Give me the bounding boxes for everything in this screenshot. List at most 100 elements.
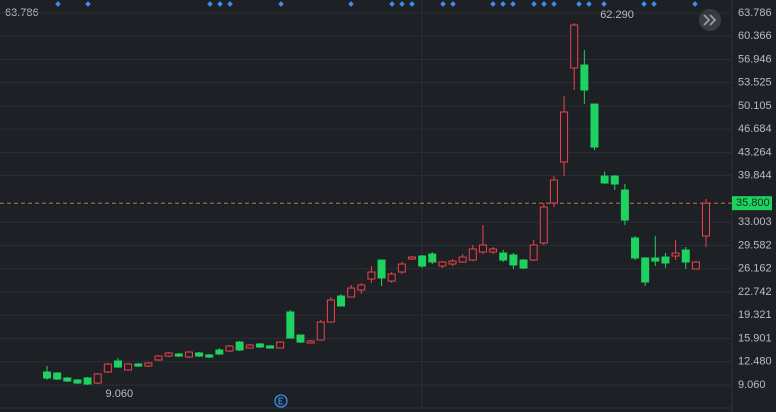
candle-body	[681, 249, 690, 263]
candle-body	[377, 259, 386, 279]
candle-body	[184, 351, 193, 358]
candle-body	[367, 271, 376, 280]
candle-body	[83, 377, 92, 385]
candle-body	[691, 261, 700, 270]
candle-body	[93, 373, 102, 384]
candle-body	[286, 311, 295, 339]
candle-body	[73, 379, 82, 384]
candle-body	[651, 257, 660, 262]
candle-body	[458, 256, 467, 263]
y-tick-label: 33.003	[738, 216, 772, 228]
candle-body	[215, 349, 224, 355]
candle-body	[195, 352, 204, 357]
candle-body	[245, 344, 254, 349]
y-tick-label: 53.525	[738, 77, 772, 89]
event-marker	[541, 1, 547, 7]
y-tick-label: 15.901	[738, 332, 772, 344]
candle-body	[702, 202, 710, 237]
candle-body	[570, 24, 579, 69]
event-marker	[601, 1, 607, 7]
candle-body	[509, 254, 518, 266]
candle-body	[296, 334, 305, 343]
event-glyph[interactable]	[278, 397, 283, 405]
candle-body	[448, 260, 457, 265]
candle-body	[600, 175, 609, 184]
candle-body	[174, 353, 183, 357]
candle-body	[63, 377, 72, 382]
candle-body	[671, 252, 680, 257]
candle-body	[144, 362, 153, 367]
event-marker	[641, 1, 647, 7]
candle-body	[43, 371, 51, 379]
candle-body	[225, 345, 234, 352]
y-tick-label: 63.786	[738, 7, 772, 19]
candle-body	[539, 206, 548, 244]
candle-body	[438, 261, 447, 267]
candle-body	[661, 256, 670, 264]
candle-body	[620, 189, 629, 221]
event-marker	[551, 1, 557, 7]
candle-body	[560, 111, 569, 163]
candle-body	[529, 244, 538, 261]
candle-body	[357, 284, 366, 291]
candle-body	[641, 257, 650, 283]
y-tick-label: 9.060	[738, 379, 766, 391]
candle-body	[387, 273, 396, 282]
min-label: 9.060	[106, 388, 134, 400]
candle-body	[235, 341, 244, 351]
candle-body	[428, 253, 437, 263]
y-tick-label: 12.480	[738, 356, 772, 368]
candle-body	[478, 244, 487, 253]
candle-body	[316, 321, 325, 341]
y-tick-label: 46.684	[738, 123, 772, 135]
candle-body	[610, 175, 619, 185]
last-price-label: 35.800	[736, 197, 770, 209]
y-tick-label: 19.321	[738, 309, 772, 321]
candle-body	[590, 103, 599, 148]
y-tick-label: 39.844	[738, 170, 772, 182]
y-tick-label: 26.162	[738, 263, 772, 275]
candle-body	[397, 263, 406, 273]
y-tick-label: 22.742	[738, 286, 772, 298]
candle-body	[134, 363, 143, 367]
event-circle[interactable]	[274, 394, 288, 408]
candle-body	[468, 248, 477, 261]
candle-body	[549, 179, 558, 204]
candle-body	[489, 248, 498, 253]
candle-body	[266, 345, 275, 349]
event-icon[interactable]	[274, 394, 288, 408]
candle-body	[164, 352, 173, 357]
event-marker	[651, 1, 657, 7]
candle-body	[631, 237, 640, 259]
candle-body	[326, 299, 335, 323]
candle-body	[580, 64, 589, 91]
event-marker	[586, 1, 592, 7]
y-tick-label: 50.105	[738, 100, 772, 112]
last-price-badge	[732, 196, 772, 211]
y-tick-label: 29.582	[738, 239, 772, 251]
candle-body	[306, 340, 315, 344]
candle-body	[347, 287, 356, 298]
candle-body	[418, 255, 427, 267]
event-marker	[692, 1, 698, 7]
candle-body	[407, 256, 416, 260]
candle-body	[276, 341, 285, 349]
y-tick-label: 43.264	[738, 146, 772, 158]
candle-body	[113, 360, 122, 368]
max-label: 62.290	[600, 9, 634, 21]
candle-body	[519, 259, 528, 269]
candle-body	[154, 355, 163, 361]
candle-body	[205, 354, 214, 358]
event-marker	[531, 1, 537, 7]
y-tick-label: 60.366	[738, 30, 772, 42]
candle-body	[124, 363, 133, 371]
expand-button[interactable]	[699, 9, 721, 31]
candle-body	[337, 295, 346, 307]
candle-body	[499, 252, 508, 261]
chevron-icon[interactable]	[703, 14, 717, 26]
y-tick-label: 56.946	[738, 53, 772, 65]
event-marker	[576, 1, 582, 7]
